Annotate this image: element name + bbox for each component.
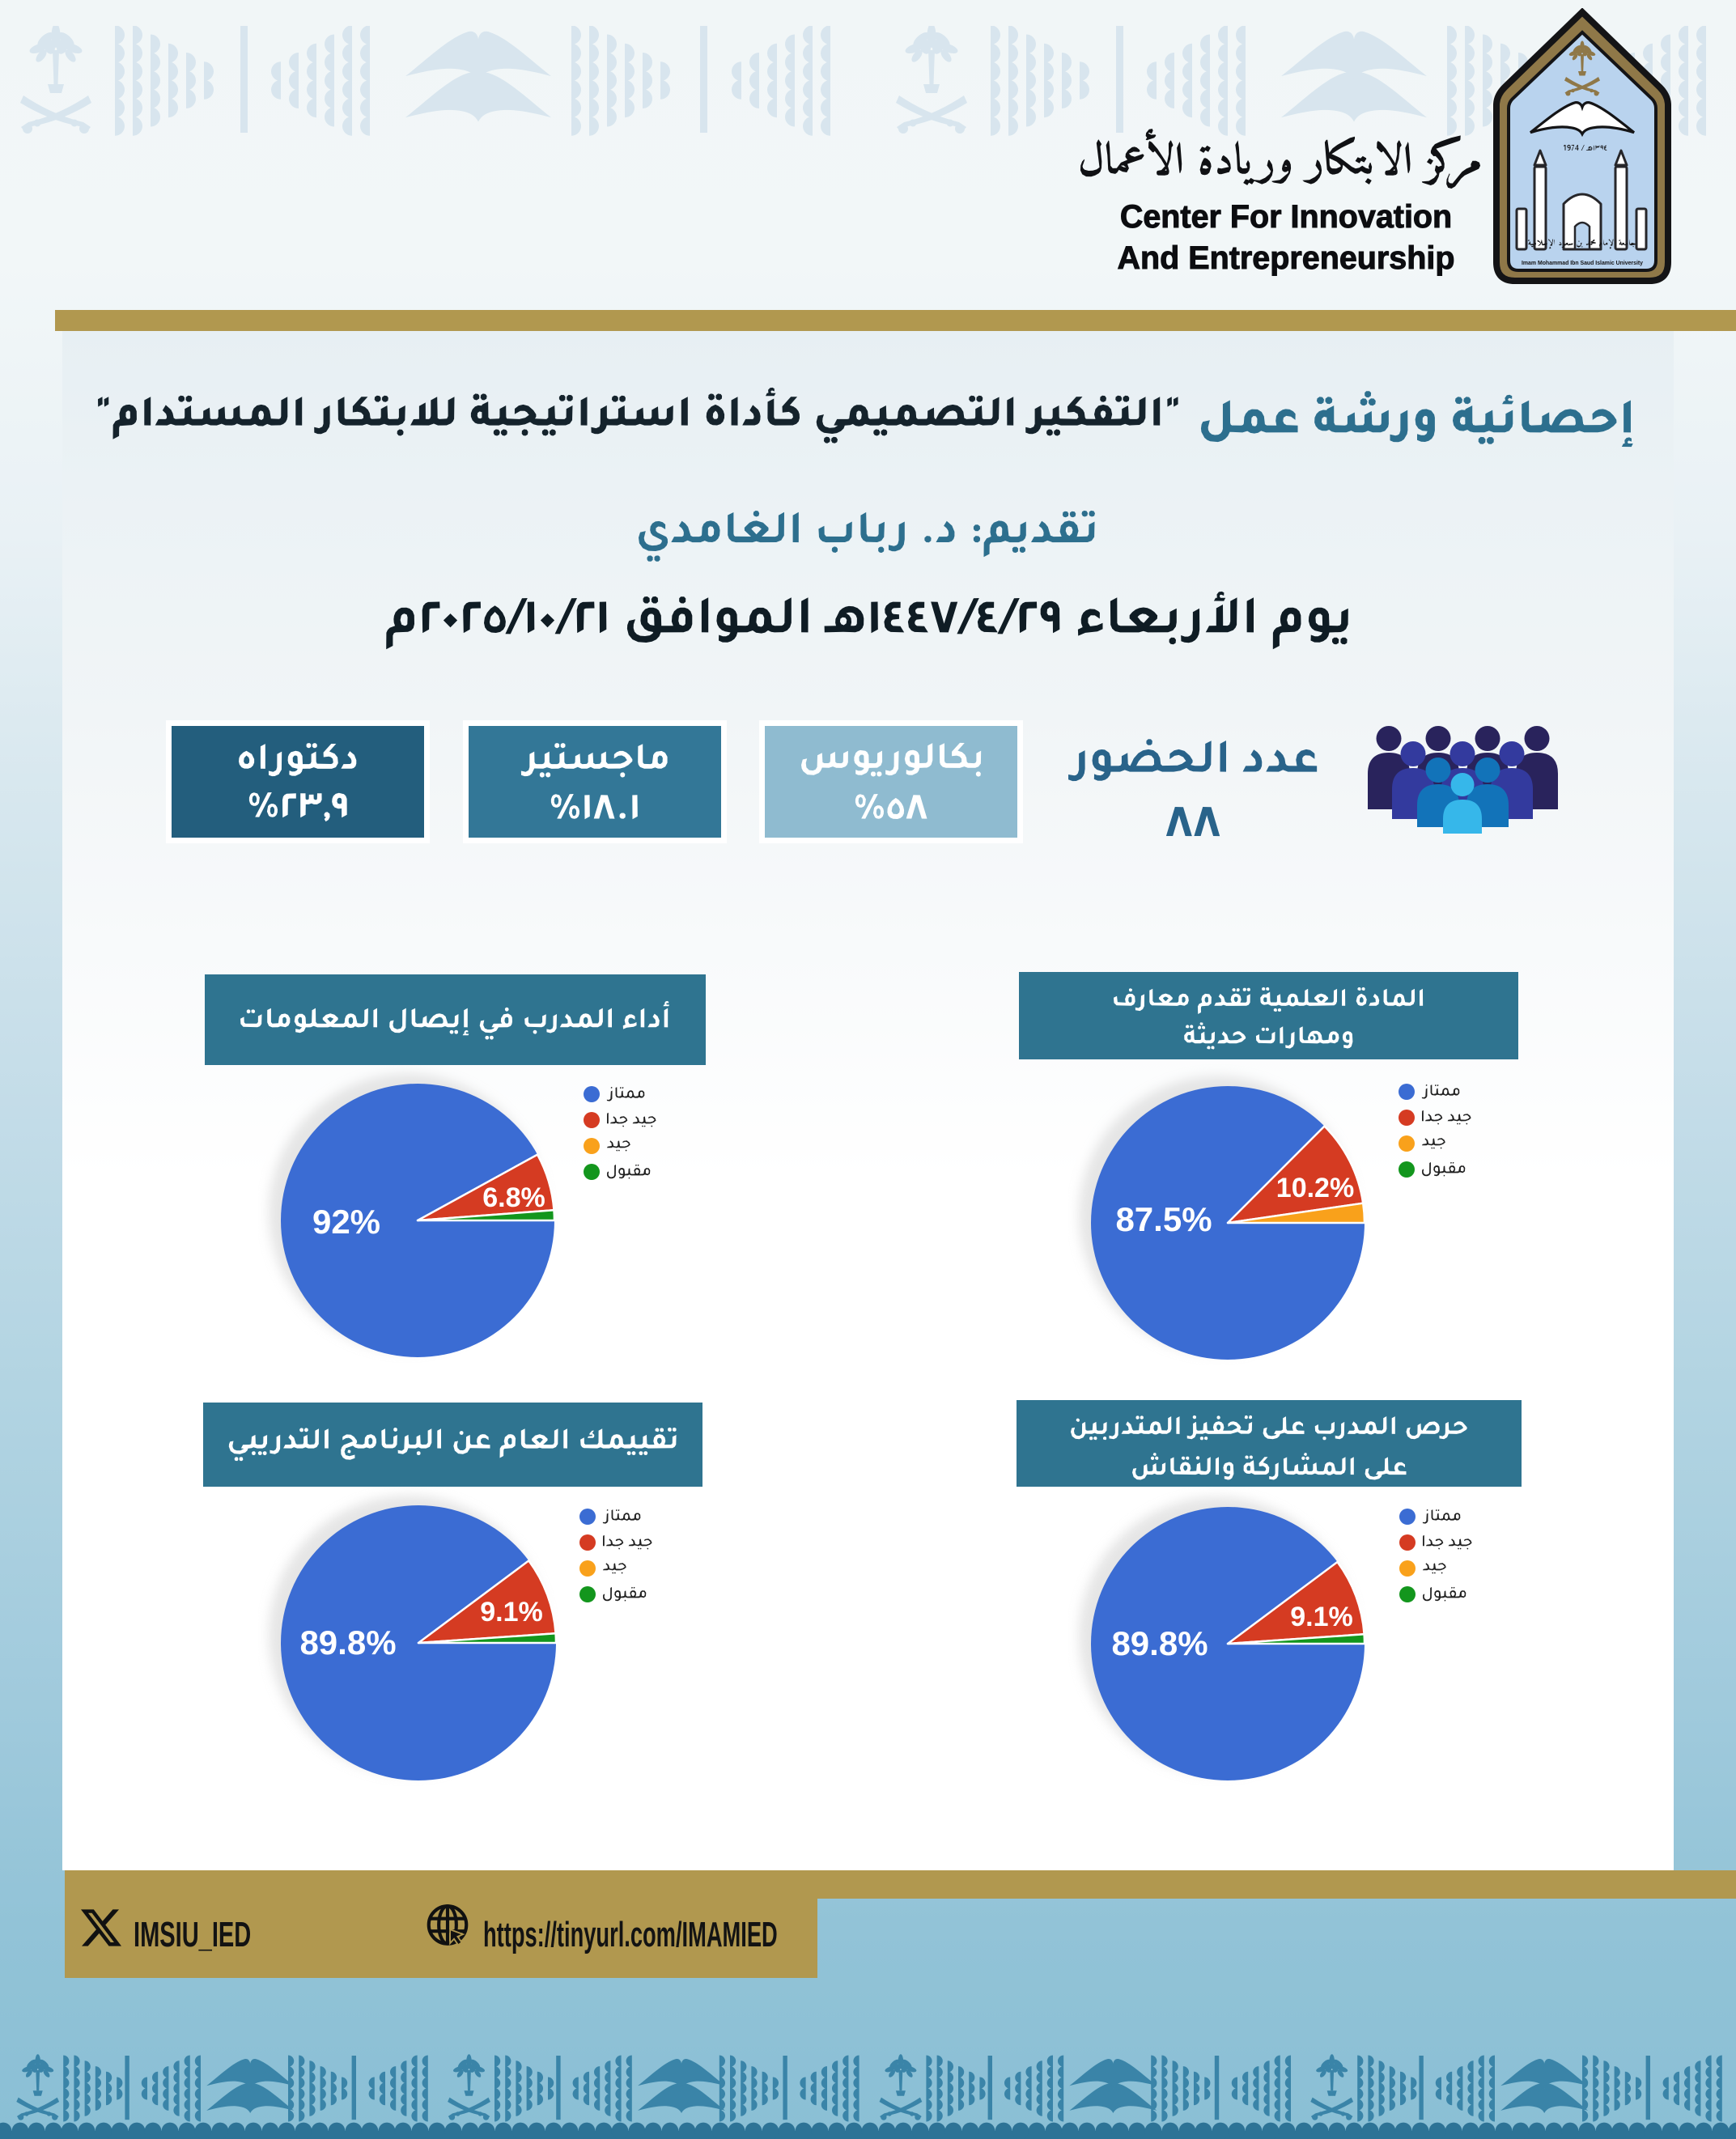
svg-text:92%: 92% xyxy=(312,1203,380,1241)
svg-text:9.1%: 9.1% xyxy=(1290,1602,1353,1632)
svg-text:10.2%: 10.2% xyxy=(1276,1173,1354,1203)
svg-text:Imam Mohammad Ibn Saud Islamic: Imam Mohammad Ibn Saud Islamic Universit… xyxy=(1522,259,1644,266)
svg-text:6.8%: 6.8% xyxy=(482,1182,545,1213)
svg-text:87.5%: 87.5% xyxy=(1115,1200,1212,1238)
svg-text:89.8%: 89.8% xyxy=(299,1623,396,1662)
svg-text:89.8%: 89.8% xyxy=(1111,1624,1208,1662)
svg-text:9.1%: 9.1% xyxy=(480,1597,543,1628)
